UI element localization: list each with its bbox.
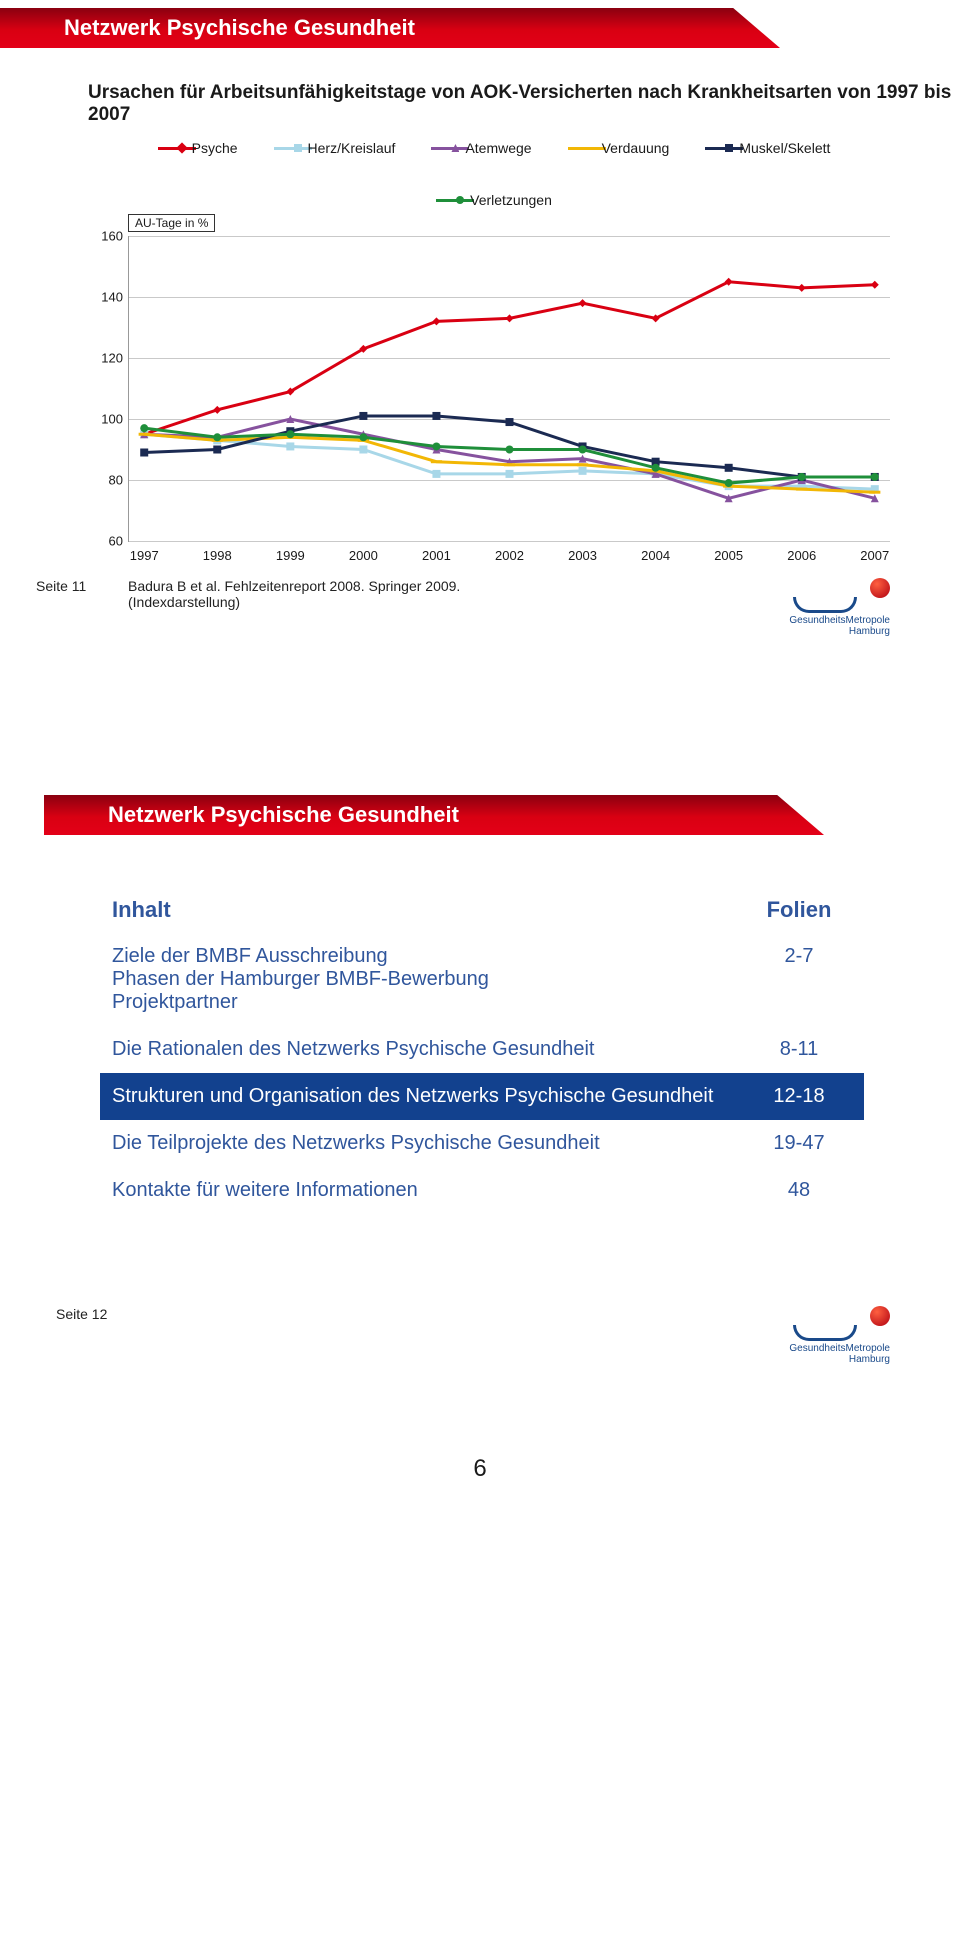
x-tick-label: 2006 — [787, 548, 816, 563]
row-folien: 48 — [734, 1167, 864, 1214]
y-axis-label-box: AU-Tage in % — [128, 214, 215, 232]
logo-dot-icon — [870, 1306, 890, 1326]
series-marker — [725, 464, 733, 472]
table-header-row: Inhalt Folien — [100, 891, 864, 933]
series-marker — [506, 418, 514, 426]
series-marker — [213, 433, 221, 441]
legend-label: Herz/Kreislauf — [308, 140, 396, 156]
logo: GesundheitsMetropoleHamburg — [760, 1306, 890, 1365]
x-tick-label: 2002 — [495, 548, 524, 563]
x-tick-label: 1998 — [203, 548, 232, 563]
row-folien: 19-47 — [734, 1120, 864, 1167]
series-marker — [506, 470, 514, 478]
series-marker — [286, 430, 294, 438]
legend: Psyche Herz/Kreislauf Atemwege Verdauung Mus… — [88, 140, 900, 208]
series-marker — [432, 442, 440, 450]
row-label: Die Rationalen des Netzwerks Psychische … — [100, 1026, 734, 1073]
legend-item: Herz/Kreislauf — [274, 140, 396, 156]
table-row: Strukturen und Organisation des Netzwerk… — [100, 1073, 864, 1120]
series-marker — [140, 449, 148, 457]
series-marker — [798, 473, 806, 481]
y-tick-label: 80 — [93, 473, 123, 488]
legend-item: Psyche — [158, 140, 238, 156]
series-marker — [579, 299, 587, 307]
series-marker — [506, 314, 514, 322]
row-folien: 12-18 — [734, 1073, 864, 1120]
legend-item: Atemwege — [431, 140, 531, 156]
series-marker — [798, 284, 806, 292]
source-citation: Badura B et al. Fehlzeitenreport 2008. S… — [128, 578, 760, 610]
x-tick-label: 2004 — [641, 548, 670, 563]
row-label: Strukturen und Organisation des Netzwerk… — [100, 1073, 734, 1120]
legend-item: Verletzungen — [436, 192, 552, 208]
series-marker — [579, 467, 587, 475]
series-marker — [359, 446, 367, 454]
y-tick-label: 160 — [93, 229, 123, 244]
col-inhalt: Inhalt — [100, 891, 734, 933]
header-title: Netzwerk Psychische Gesundheit — [0, 8, 780, 48]
contents-table: Inhalt Folien Ziele der BMBF Ausschreibu… — [100, 891, 864, 1214]
series-marker — [725, 479, 733, 487]
series-marker — [432, 317, 440, 325]
series-marker — [359, 433, 367, 441]
legend-label: Verletzungen — [470, 192, 552, 208]
series-marker — [579, 446, 587, 454]
table-row: Die Teilprojekte des Netzwerks Psychisch… — [100, 1120, 864, 1167]
header-ribbon: Netzwerk Psychische Gesundheit — [44, 787, 960, 845]
legend-item: Muskel/Skelett — [705, 140, 830, 156]
logo-dot-icon — [870, 578, 890, 598]
row-label: Ziele der BMBF AusschreibungPhasen der H… — [100, 933, 734, 1026]
row-label: Die Teilprojekte des Netzwerks Psychisch… — [100, 1120, 734, 1167]
x-tick-label: 2003 — [568, 548, 597, 563]
col-folien: Folien — [734, 891, 864, 933]
page-marker: Seite 12 — [56, 1306, 148, 1322]
series-marker — [652, 464, 660, 472]
legend-label: Atemwege — [465, 140, 531, 156]
table-row: Ziele der BMBF AusschreibungPhasen der H… — [100, 933, 864, 1026]
x-tick-label: 1999 — [276, 548, 305, 563]
page-number: 6 — [0, 1455, 960, 1483]
x-tick-label: 2007 — [860, 548, 889, 563]
legend-item: Verdauung — [568, 140, 670, 156]
row-folien: 8-11 — [734, 1026, 864, 1073]
series-marker — [871, 281, 879, 289]
y-tick-label: 120 — [93, 351, 123, 366]
y-tick-label: 60 — [93, 534, 123, 549]
table-row: Die Rationalen des Netzwerks Psychische … — [100, 1026, 864, 1073]
chart-title: Ursachen für Arbeitsunfähigkeitstage von… — [0, 76, 960, 140]
table-row: Kontakte für weitere Informationen48 — [100, 1167, 864, 1214]
header-title: Netzwerk Psychische Gesundheit — [44, 795, 824, 835]
series-marker — [359, 412, 367, 420]
x-tick-label: 1997 — [130, 548, 159, 563]
gridline — [129, 541, 890, 542]
line-chart: 6080100120140160199719981999200020012002… — [88, 236, 900, 566]
series-marker — [432, 470, 440, 478]
row-folien: 2-7 — [734, 933, 864, 1026]
legend-label: Verdauung — [602, 140, 670, 156]
row-label: Kontakte für weitere Informationen — [100, 1167, 734, 1214]
series-marker — [140, 424, 148, 432]
series-marker — [871, 473, 879, 481]
header-ribbon: Netzwerk Psychische Gesundheit — [0, 0, 960, 58]
legend-label: Muskel/Skelett — [739, 140, 830, 156]
logo-arc-icon — [793, 1325, 857, 1341]
page-marker: Seite 11 — [36, 578, 128, 594]
series-line — [144, 282, 875, 435]
legend-label: Psyche — [192, 140, 238, 156]
logo-text: GesundheitsMetropoleHamburg — [760, 1343, 890, 1365]
series-marker — [286, 442, 294, 450]
logo: GesundheitsMetropoleHamburg — [760, 578, 890, 637]
logo-text: GesundheitsMetropoleHamburg — [760, 615, 890, 637]
logo-arc-icon — [793, 597, 857, 613]
y-tick-label: 100 — [93, 412, 123, 427]
y-tick-label: 140 — [93, 290, 123, 305]
series-svg — [129, 236, 890, 541]
x-tick-label: 2000 — [349, 548, 378, 563]
x-tick-label: 2001 — [422, 548, 451, 563]
x-tick-label: 2005 — [714, 548, 743, 563]
series-marker — [506, 446, 514, 454]
series-marker — [432, 412, 440, 420]
series-marker — [213, 406, 221, 414]
series-marker — [213, 446, 221, 454]
